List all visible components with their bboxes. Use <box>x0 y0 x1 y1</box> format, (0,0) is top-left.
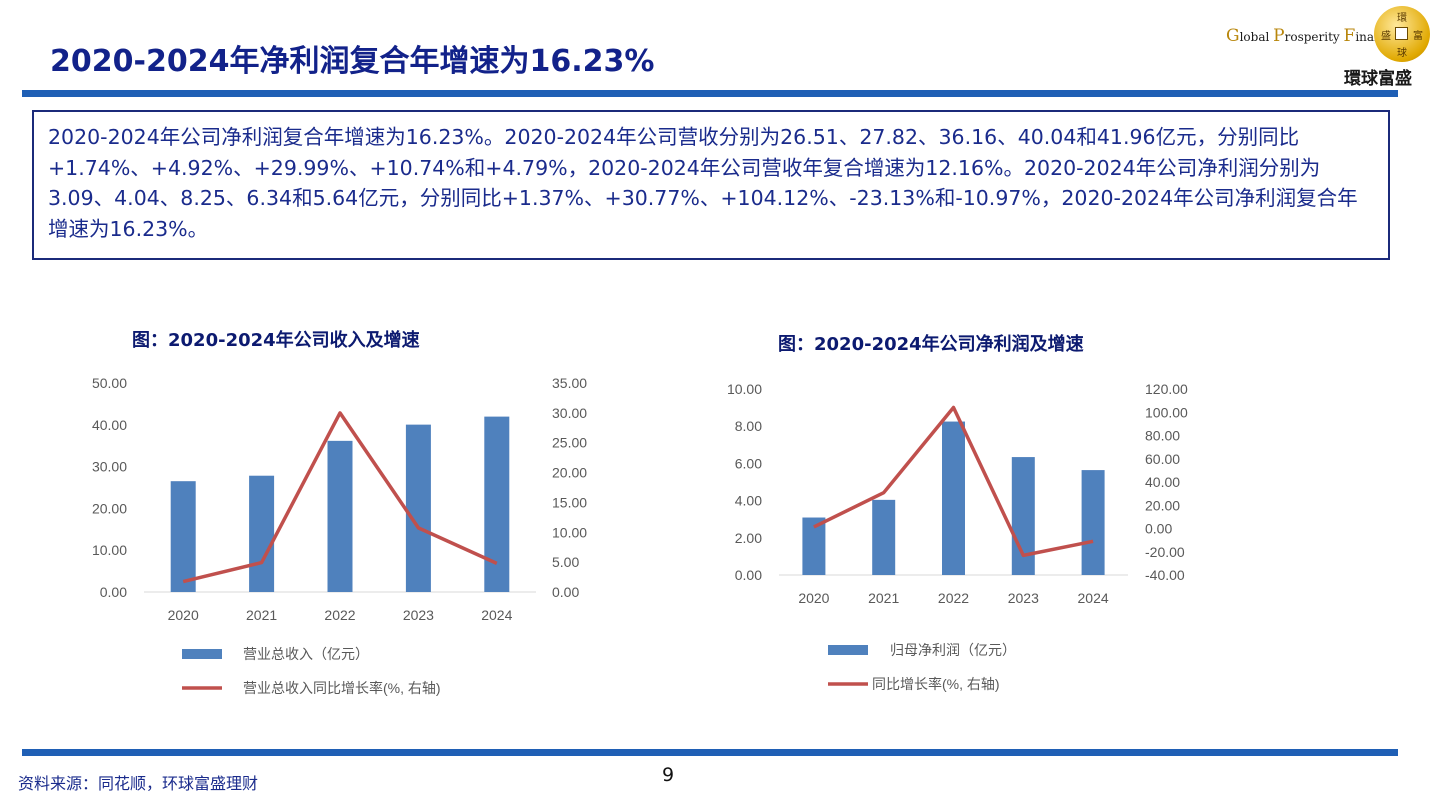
summary-text-box: 2020-2024年公司净利润复合年增速为16.23%。2020-2024年公司… <box>32 110 1390 260</box>
page-number: 9 <box>662 764 675 786</box>
left-axis-tick-label: 0.00 <box>735 567 762 583</box>
right-axis-tick-label: 20.00 <box>1145 497 1180 513</box>
revenue-chart-title: 图：2020-2024年公司收入及增速 <box>132 330 420 351</box>
right-axis-tick-label: 25.00 <box>552 435 587 451</box>
bar-2024 <box>484 416 510 592</box>
left-axis-tick-label: 10.00 <box>92 542 127 558</box>
x-tick-label: 2020 <box>168 607 199 623</box>
coin-logo-icon: 環 富 盛 球 <box>1374 6 1430 62</box>
legend-bar-label: 营业总收入（亿元） <box>243 646 369 662</box>
left-axis-tick-label: 8.00 <box>735 418 762 434</box>
x-tick-label: 2024 <box>1078 590 1109 606</box>
bar-2021 <box>872 499 896 575</box>
legend-bar-swatch <box>828 645 868 655</box>
left-axis-tick-label: 10.00 <box>727 381 762 397</box>
right-axis-tick-label: 35.00 <box>552 375 587 391</box>
right-axis-tick-label: 120.00 <box>1145 381 1188 397</box>
left-axis-tick-label: 0.00 <box>100 584 127 600</box>
x-tick-label: 2021 <box>868 590 899 606</box>
right-axis-tick-label: 20.00 <box>552 465 587 481</box>
growth-rate-line <box>182 411 498 584</box>
bar-2021 <box>249 475 275 592</box>
left-axis-tick-label: 40.00 <box>92 417 127 433</box>
right-axis-tick-label: -20.00 <box>1145 544 1185 560</box>
legend-bar-label: 归母净利润（亿元） <box>890 642 1016 658</box>
x-tick-label: 2023 <box>403 607 434 623</box>
x-tick-label: 2022 <box>938 590 969 606</box>
profit-chart-title: 图：2020-2024年公司净利润及增速 <box>778 334 1084 355</box>
bar-2023 <box>405 424 431 592</box>
left-axis-tick-label: 2.00 <box>735 530 762 546</box>
x-tick-label: 2020 <box>798 590 829 606</box>
right-axis-tick-label: 60.00 <box>1145 451 1180 467</box>
x-tick-label: 2023 <box>1008 590 1039 606</box>
growth-rate-line <box>813 405 1094 558</box>
revenue-chart: 0.00 10.00 20.00 30.00 40.00 50.00 0.00 5.00 10.… <box>92 375 587 696</box>
x-tick-label: 2021 <box>246 607 277 623</box>
right-axis-tick-label: 100.00 <box>1145 404 1188 420</box>
legend-line-label: 同比增长率(%, 右轴) <box>872 676 1000 692</box>
bar-2022 <box>327 440 353 592</box>
page-title: 2020-2024年净利润复合年增速为16.23% <box>50 44 655 79</box>
bar-2024 <box>1081 470 1105 575</box>
left-axis-tick-label: 6.00 <box>735 455 762 471</box>
right-axis-tick-label: 0.00 <box>1145 521 1172 537</box>
left-axis-tick-label: 4.00 <box>735 493 762 509</box>
right-axis-tick-label: 10.00 <box>552 524 587 540</box>
right-axis-tick-label: -40.00 <box>1145 567 1185 583</box>
left-axis-tick-label: 20.00 <box>92 500 127 516</box>
left-axis-tick-label: 50.00 <box>92 375 127 391</box>
right-axis-tick-label: 15.00 <box>552 494 587 510</box>
header-divider <box>22 90 1398 97</box>
right-axis-tick-label: 5.00 <box>552 554 579 570</box>
legend-line-label: 营业总收入同比增长率(%, 右轴) <box>243 680 441 696</box>
footer-divider <box>22 749 1398 756</box>
profit-chart: 0.00 2.00 4.00 6.00 8.00 10.00 -40.00 -20.00 0.0… <box>727 381 1188 692</box>
bar-2022 <box>942 421 965 575</box>
bar-2020 <box>802 517 826 575</box>
legend-bar-swatch <box>182 649 222 659</box>
right-axis-tick-label: 40.00 <box>1145 474 1180 490</box>
left-axis-tick-label: 30.00 <box>92 459 127 475</box>
x-tick-label: 2022 <box>324 607 355 623</box>
company-logo: Global Prosperity Financial 環球富盛 環 富 盛 球 <box>1226 6 1436 89</box>
bar-2020 <box>170 481 196 592</box>
logo-chinese-name: 環球富盛 <box>1344 69 1412 89</box>
x-tick-label: 2024 <box>481 607 512 623</box>
bar-2023 <box>1011 457 1035 575</box>
source-note: 资料来源：同花顺，环球富盛理财 <box>18 774 259 793</box>
right-axis-tick-label: 0.00 <box>552 584 579 600</box>
right-axis-tick-label: 80.00 <box>1145 428 1180 444</box>
right-axis-tick-label: 30.00 <box>552 405 587 421</box>
